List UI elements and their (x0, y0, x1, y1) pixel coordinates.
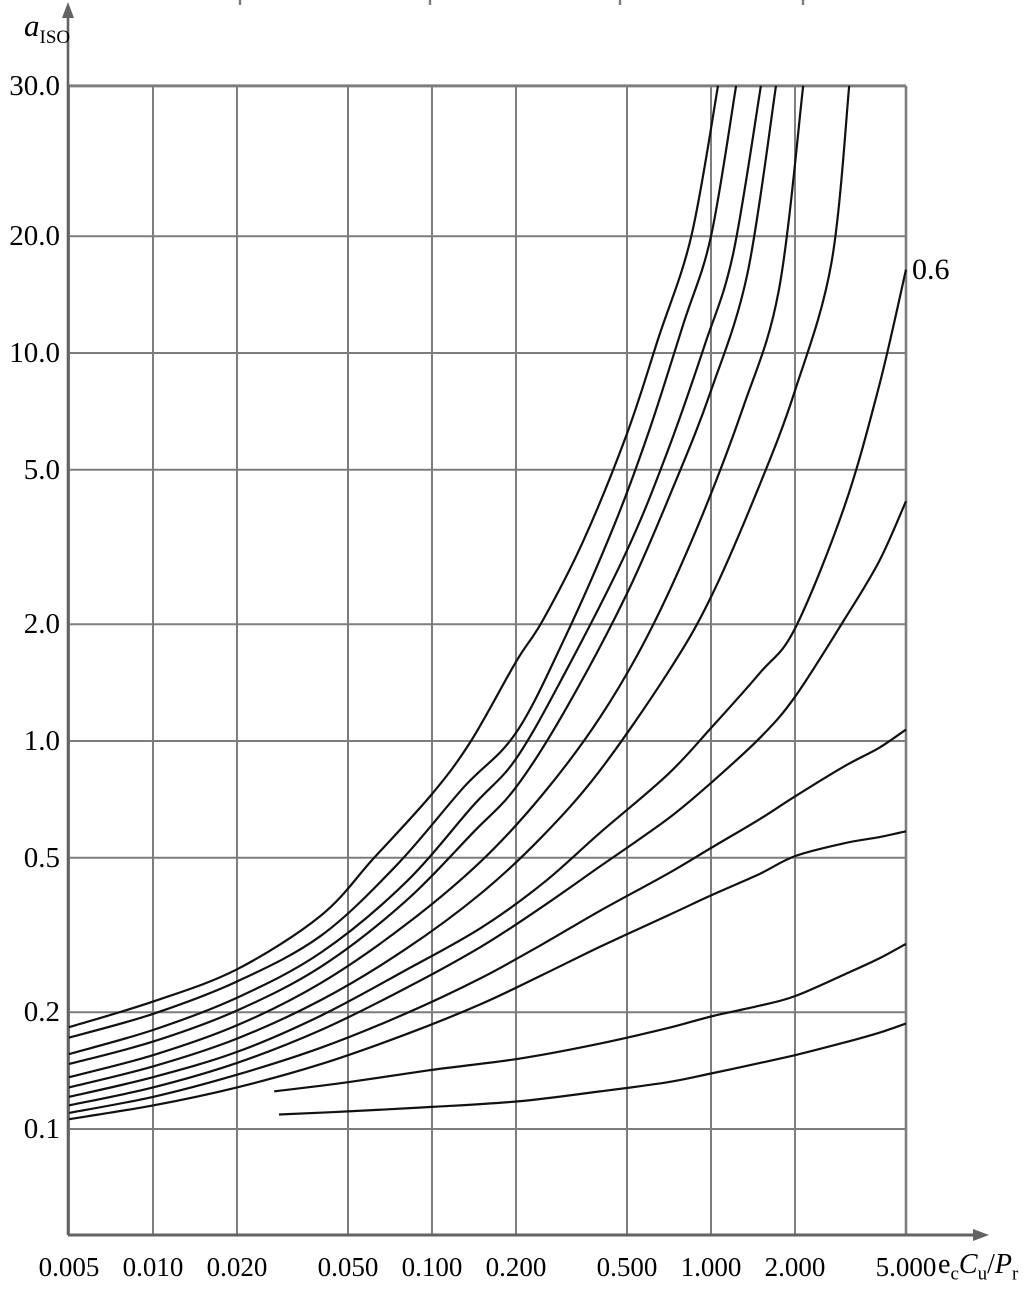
y-tick-label-10.0: 10.0 (9, 337, 60, 369)
curve-6 (68, 85, 851, 1089)
x-tick-label-1.000: 1.000 (680, 1252, 742, 1282)
x-tick-label-5.000: 5.000 (875, 1252, 937, 1282)
curve-5 (68, 85, 805, 1079)
x-axis-title-sub-c: c (950, 1263, 959, 1285)
y-tick-label-0.1: 0.1 (23, 1113, 60, 1145)
x-axis-arrow-icon (973, 1229, 989, 1241)
y-tick-label-0.5: 0.5 (23, 841, 60, 874)
curve-1 (68, 85, 720, 1029)
x-tick-label-2.000: 2.000 (764, 1252, 826, 1282)
curve-12 (278, 1022, 907, 1116)
x-tick-label-0.005: 0.005 (38, 1252, 100, 1282)
curve-2 (68, 85, 738, 1039)
x-tick-label-0.050: 0.050 (317, 1252, 379, 1282)
y-axis-title: aISO (24, 8, 70, 49)
curve-11 (274, 942, 907, 1093)
x-tick-label-0.500: 0.500 (596, 1252, 658, 1282)
x-axis-title-e: e (938, 1249, 951, 1280)
x-axis-title-P: P (994, 1249, 1012, 1280)
x-axis-title-slash: / (987, 1249, 995, 1280)
curve-10 (68, 830, 907, 1121)
x-tick-label-0.200: 0.200 (485, 1252, 547, 1282)
y-tick-label-5.0: 5.0 (23, 453, 60, 486)
x-tick-label-0.100: 0.100 (401, 1252, 463, 1282)
y-tick-label-20.0: 20.0 (9, 220, 60, 253)
x-tick-label-0.020: 0.020 (206, 1252, 268, 1282)
y-tick-label-0.2: 0.2 (23, 996, 60, 1029)
x-axis-title-C: C (958, 1249, 978, 1280)
curve-8 (68, 500, 907, 1107)
axes (62, 2, 989, 1241)
y-tick-label-1.0: 1.0 (23, 725, 60, 757)
y-tick-label-30.0: 30.0 (9, 69, 60, 102)
y-tick-label-2.0: 2.0 (23, 608, 60, 641)
y-axis-title-subscript: ISO (39, 27, 71, 49)
y-axis-arrow-icon (62, 2, 74, 18)
x-tick-label-0.010: 0.010 (122, 1252, 184, 1282)
cropped-top-marks (238, 0, 805, 5)
curves (68, 85, 907, 1121)
x-axis-title-sub-u: u (977, 1263, 988, 1285)
curve-7 (68, 269, 907, 1098)
curve-9 (68, 728, 907, 1114)
curve-3 (68, 85, 762, 1056)
curve-4 (68, 85, 778, 1066)
x-axis-title: ecCu/Pr (938, 1249, 1018, 1286)
x-axis-title-sub-r: r (1011, 1263, 1019, 1285)
y-axis-title-symbol: a (24, 8, 40, 43)
curve-label-0.6: 0.6 (912, 252, 950, 286)
